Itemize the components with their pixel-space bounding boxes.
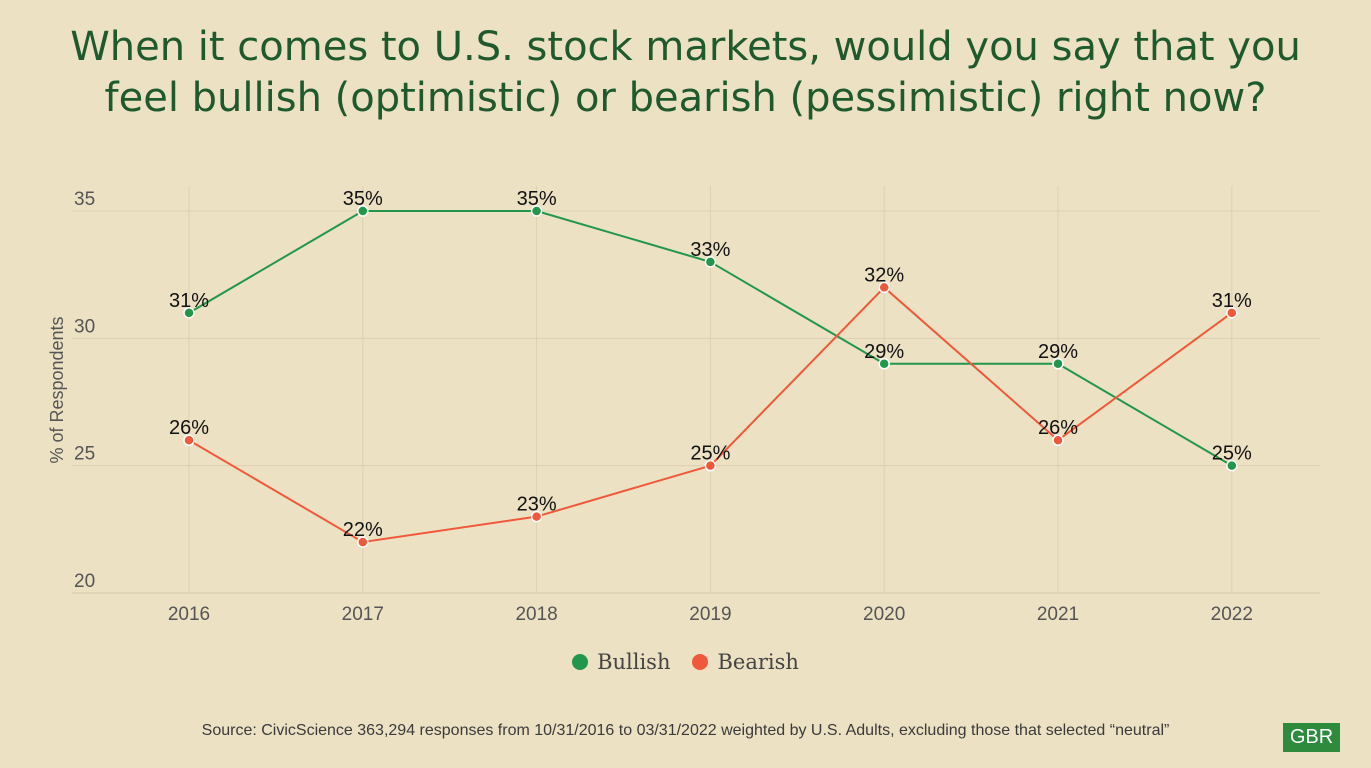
data-label-bullish-2019: 33% [690,239,730,261]
chart-title-line-1: When it comes to U.S. stock markets, wou… [70,24,1301,70]
source-note: Source: CivicScience 363,294 responses f… [201,722,1170,739]
legend-item-bullish[interactable]: Bullish [572,650,670,674]
data-point-bearish-2018[interactable] [530,510,543,523]
data-point-bullish-2017[interactable] [357,205,369,217]
data-point-bullish-2022[interactable] [1226,459,1238,472]
data-point-bullish-2021[interactable] [1052,358,1064,370]
x-tick-label-2020: 2020 [863,604,905,625]
y-tick-label-35: 35 [74,189,95,210]
data-label-bearish-2022: 31% [1212,290,1252,312]
data-point-bullish-2020[interactable] [878,358,890,370]
data-label-bullish-2018: 35% [517,188,557,210]
brand-badge: GBR [1283,723,1340,752]
data-label-bearish-2018: 23% [517,494,557,516]
y-axis-title: % of Respondents [47,316,67,463]
x-tick-label-2018: 2018 [515,604,557,625]
legend-swatch-bullish [572,654,589,670]
data-label-bearish-2019: 25% [690,443,730,465]
data-label-bearish-2021: 26% [1038,417,1078,439]
data-label-bullish-2017: 35% [343,188,383,210]
x-tick-label-2017: 2017 [342,604,384,625]
data-label-bullish-2020: 29% [864,341,904,363]
chart-legend: Bullish Bearish [0,650,1371,674]
chart-title-line-2: feel bullish (optimistic) or bearish (pe… [104,75,1267,121]
x-tick-label-2022: 2022 [1211,604,1253,625]
data-point-bullish-2019[interactable] [704,256,717,268]
data-point-bullish-2016[interactable] [183,307,195,319]
data-point-bearish-2020[interactable] [878,281,890,294]
data-label-bullish-2021: 29% [1038,341,1078,363]
x-tick-label-2016: 2016 [168,604,210,625]
legend-swatch-bearish [692,654,709,670]
data-point-bearish-2022[interactable] [1226,307,1238,319]
data-point-bearish-2017[interactable] [357,536,369,548]
data-point-bullish-2018[interactable] [530,205,543,217]
data-label-bullish-2016: 31% [169,290,209,312]
x-tick-label-2021: 2021 [1037,604,1079,625]
data-label-bearish-2016: 26% [169,417,209,439]
y-tick-label-25: 25 [74,444,95,465]
legend-label-bearish: Bearish [717,650,799,674]
data-point-bearish-2016[interactable] [183,434,195,446]
chart-title: When it comes to U.S. stock markets, wou… [0,22,1371,124]
line-chart: 20 25 30 35 2016 2017 2018 2019 2020 2021 2022 % of… [47,186,1320,625]
y-tick-label-30: 30 [74,316,95,337]
x-tick-label-2019: 2019 [689,604,731,625]
data-label-bearish-2017: 22% [343,519,383,541]
y-tick-label-20: 20 [74,571,95,592]
legend-label-bullish: Bullish [597,650,671,674]
data-point-bearish-2021[interactable] [1052,434,1064,446]
data-label-bullish-2022: 25% [1212,443,1252,465]
data-label-bearish-2020: 32% [864,264,904,286]
data-point-bearish-2019[interactable] [704,459,717,472]
legend-item-bearish[interactable]: Bearish [692,650,799,674]
